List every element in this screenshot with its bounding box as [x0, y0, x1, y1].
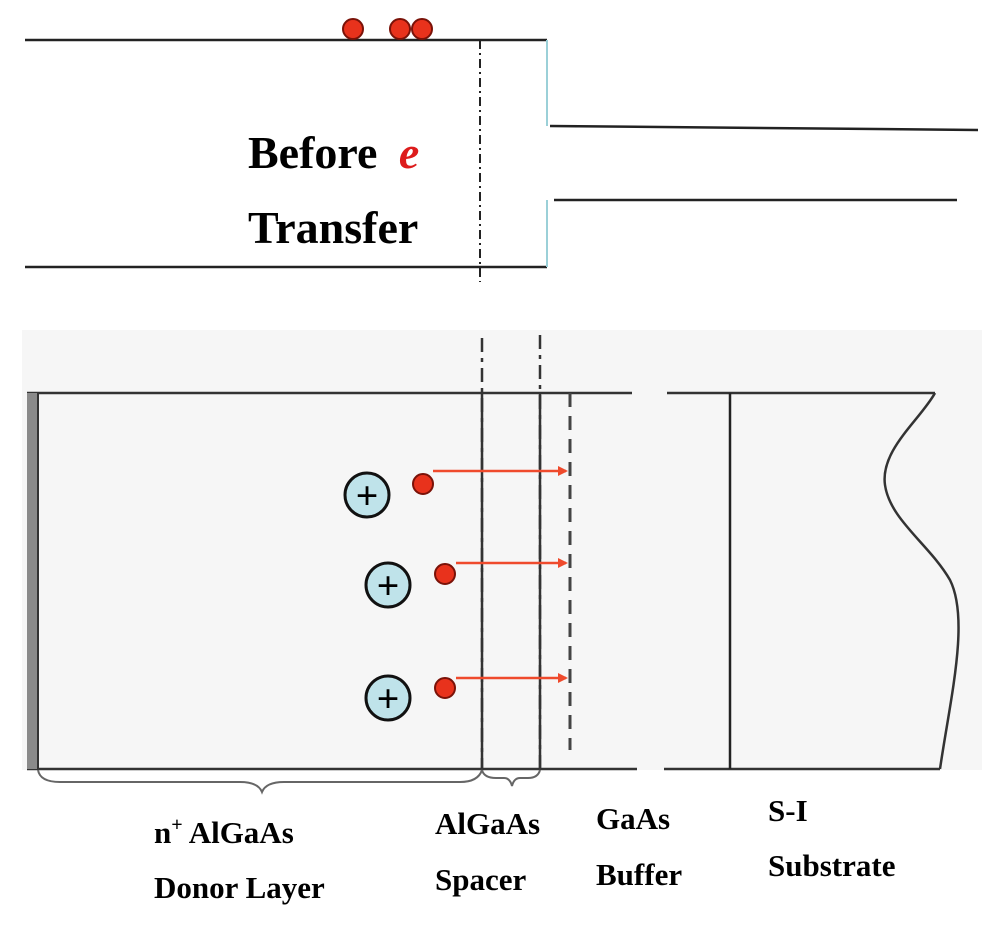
- label-buffer-line2: Buffer: [596, 857, 682, 892]
- label-substrate-line1: S-I: [768, 793, 808, 828]
- svg-text:+: +: [356, 473, 379, 518]
- spacer-brace: [481, 769, 541, 787]
- label-spacer-line1: AlGaAs: [435, 806, 540, 841]
- donor-ion: +: [364, 674, 412, 722]
- title-line-2: Transfer: [248, 202, 418, 253]
- substrate-break-edge: [883, 392, 960, 770]
- donor-ion: +: [343, 471, 391, 519]
- layer-labels: n+ AlGaAs Donor Layer AlGaAs Spacer GaAs…: [154, 793, 895, 905]
- electron: [342, 18, 364, 40]
- heterostructure: + + +: [22, 330, 982, 795]
- svg-text:+: +: [377, 676, 400, 721]
- title-line-1: Before e: [248, 127, 419, 178]
- title-e-symbol: e: [399, 127, 419, 178]
- band-before-transfer: Before e Transfer: [25, 18, 979, 282]
- structure-background: [22, 330, 982, 770]
- electron: [434, 563, 456, 585]
- electron: [434, 677, 456, 699]
- label-donor-layer-line2: Donor Layer: [154, 870, 325, 905]
- electron: [411, 18, 433, 40]
- label-buffer-line1: GaAs: [596, 801, 670, 836]
- electron: [412, 473, 434, 495]
- label-substrate-line2: Substrate: [768, 848, 895, 883]
- svg-text:+: +: [377, 563, 400, 608]
- hatched-left-edge: [27, 393, 38, 769]
- label-donor-layer-line1: n+ AlGaAs: [154, 814, 294, 850]
- conduction-band-gaas: [549, 124, 979, 132]
- donor-layer-brace: [37, 769, 483, 795]
- donor-ion: +: [364, 561, 412, 609]
- label-spacer-line2: Spacer: [435, 862, 527, 897]
- title-before: Before: [248, 127, 377, 178]
- electron: [389, 18, 411, 40]
